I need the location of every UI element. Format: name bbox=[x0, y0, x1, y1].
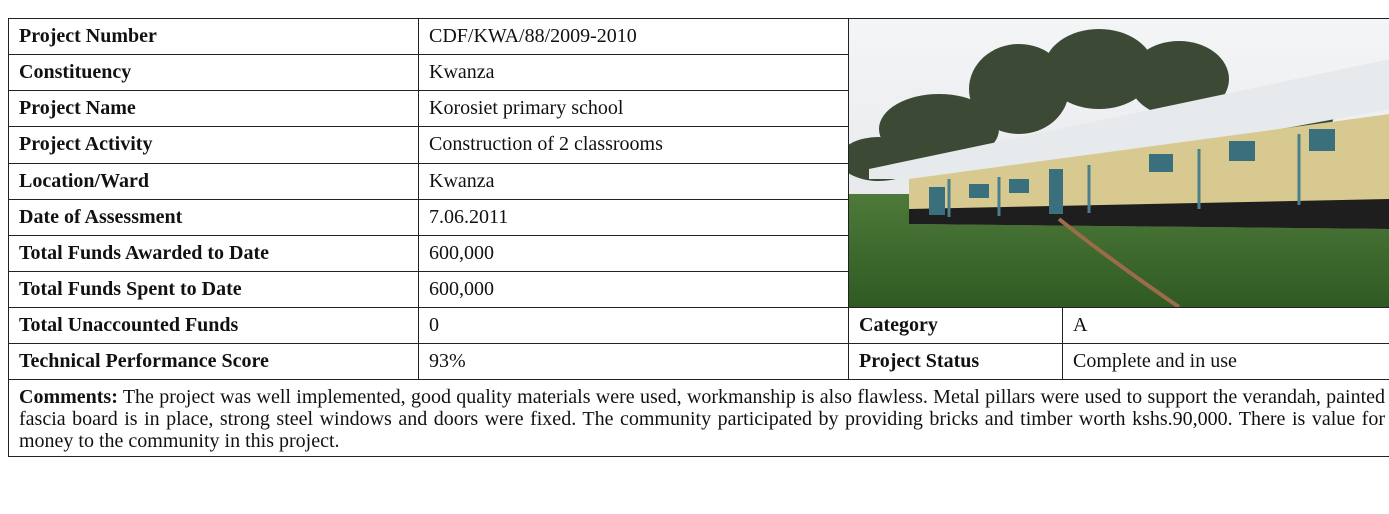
label: Technical Performance Score bbox=[8, 343, 419, 380]
row: Location/Ward Kwanza bbox=[8, 162, 1389, 200]
assessment-table: Project Number CDF/KWA/88/2009-2010 Cons… bbox=[8, 17, 1389, 457]
label: Total Funds Spent to Date bbox=[8, 270, 419, 309]
row: Date of Assessment 7.06.2011 bbox=[8, 198, 1389, 236]
value: Kwanza bbox=[418, 162, 849, 200]
row: Project Number CDF/KWA/88/2009-2010 bbox=[8, 17, 1389, 308]
value: Construction of 2 classrooms bbox=[418, 126, 849, 164]
school-photo bbox=[849, 19, 1389, 307]
value: 7.06.2011 bbox=[418, 198, 849, 236]
label: Location/Ward bbox=[8, 162, 419, 200]
label: Project Name bbox=[8, 90, 419, 128]
value: Korosiet primary school bbox=[418, 90, 849, 128]
comments: Comments: The project was well implement… bbox=[8, 379, 1389, 457]
label: Project Number bbox=[8, 17, 419, 56]
value: 0 bbox=[418, 307, 849, 344]
label: Constituency bbox=[8, 54, 419, 92]
value: Complete and in use bbox=[1062, 343, 1389, 380]
row: Total Funds Spent to Date 600,000 bbox=[8, 270, 1389, 309]
photo-cell bbox=[848, 18, 1389, 308]
row: Technical Performance Score 93% Project S… bbox=[8, 343, 1389, 380]
label: Date of Assessment bbox=[8, 198, 419, 236]
value: CDF/KWA/88/2009-2010 bbox=[418, 17, 849, 56]
value: 93% bbox=[418, 343, 849, 380]
row: Comments: The project was well implement… bbox=[8, 379, 1389, 457]
label: Project Activity bbox=[8, 126, 419, 164]
value: 600,000 bbox=[418, 270, 849, 309]
label: Total Unaccounted Funds bbox=[8, 307, 419, 344]
row: Project Activity Construction of 2 classr… bbox=[8, 126, 1389, 164]
label: Project Status bbox=[848, 343, 1063, 380]
comments-label: Comments: bbox=[19, 386, 118, 408]
label: Category bbox=[848, 307, 1063, 344]
value: A bbox=[1062, 307, 1389, 344]
row: Constituency Kwanza bbox=[8, 54, 1389, 92]
value: Kwanza bbox=[418, 54, 849, 92]
row: Total Unaccounted Funds 0 Category A bbox=[8, 307, 1389, 344]
comments-text: The project was well implemented, good q… bbox=[19, 386, 1386, 452]
label: Total Funds Awarded to Date bbox=[8, 234, 419, 272]
value: 600,000 bbox=[418, 234, 849, 272]
